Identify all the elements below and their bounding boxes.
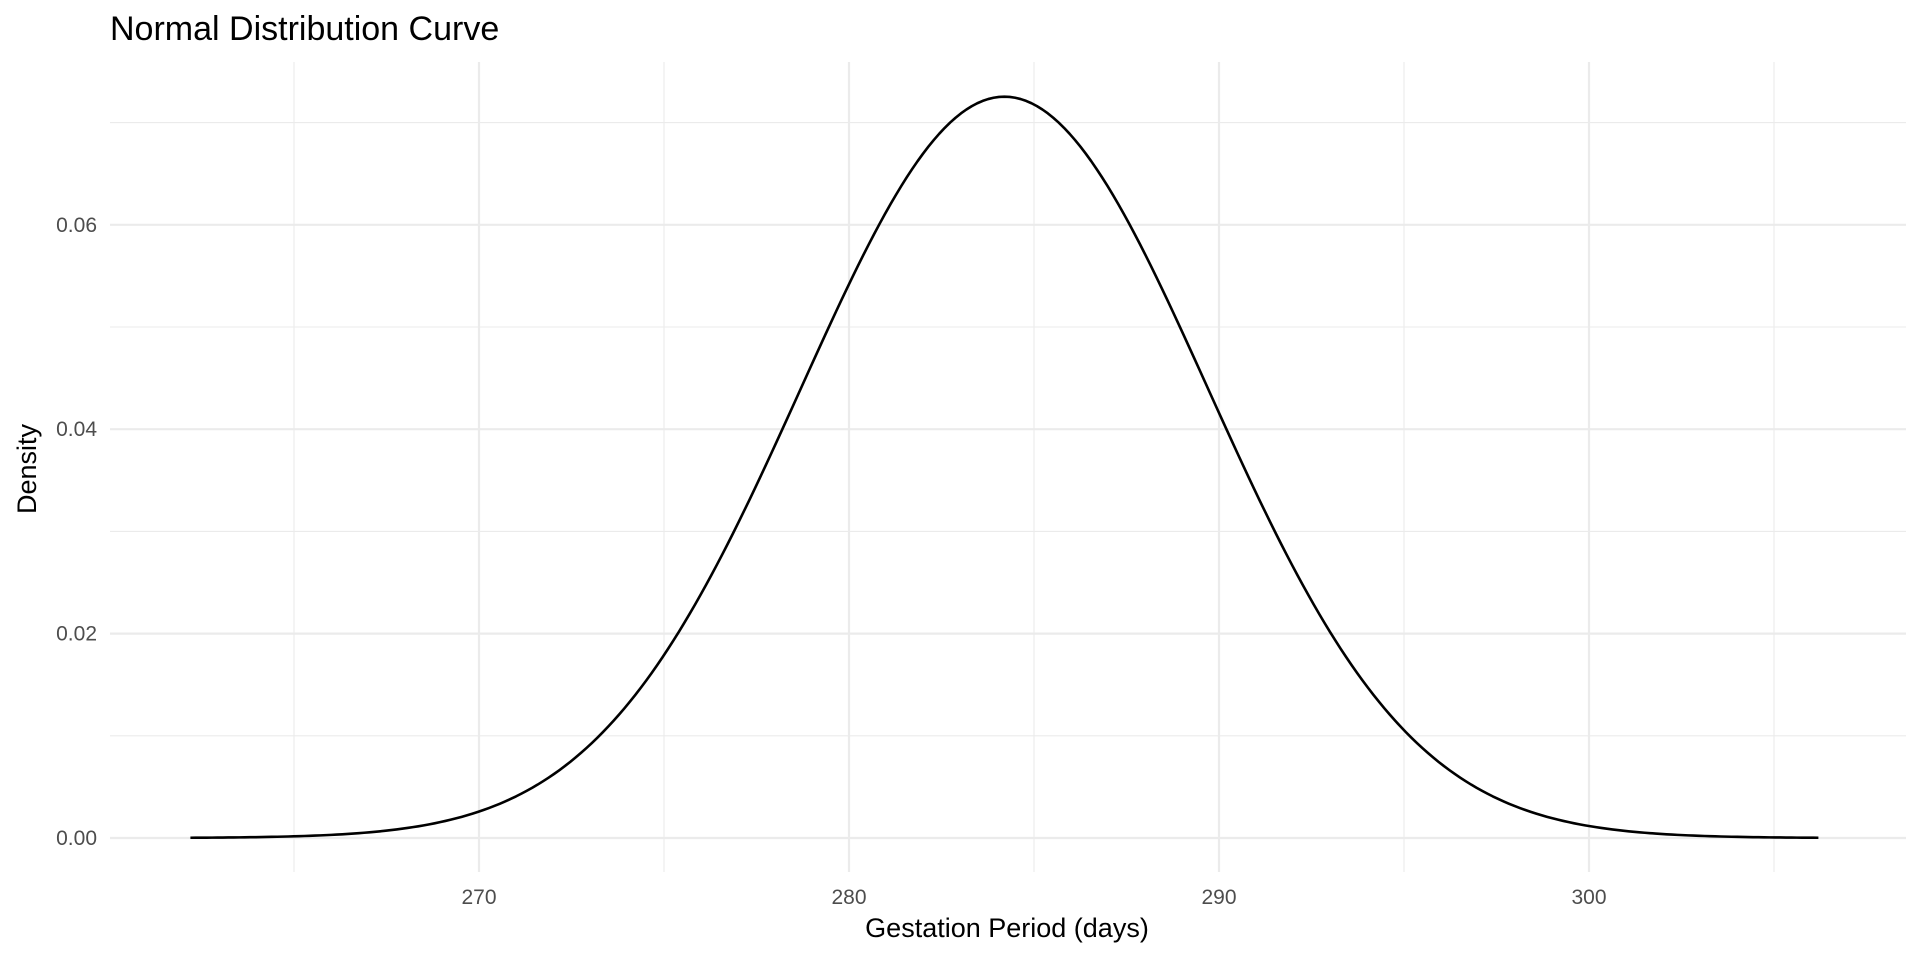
y-tick-label: 0.04	[56, 418, 97, 441]
y-tick-label: 0.00	[56, 827, 97, 850]
grid	[110, 62, 1906, 872]
chart-title: Normal Distribution Curve	[110, 10, 499, 48]
x-tick-label: 280	[831, 886, 866, 909]
y-axis-title: Density	[12, 423, 42, 514]
x-axis-title: Gestation Period (days)	[865, 913, 1149, 943]
density-curve	[190, 95, 1819, 840]
x-axis-ticks: 270 280 290 300	[461, 886, 1606, 909]
x-tick-label: 270	[461, 886, 496, 909]
x-tick-label: 290	[1201, 886, 1236, 909]
y-tick-label: 0.06	[56, 214, 97, 237]
y-tick-label: 0.02	[56, 623, 97, 646]
y-axis-ticks: 0.00 0.02 0.04 0.06	[56, 214, 97, 850]
x-tick-label: 300	[1571, 886, 1606, 909]
